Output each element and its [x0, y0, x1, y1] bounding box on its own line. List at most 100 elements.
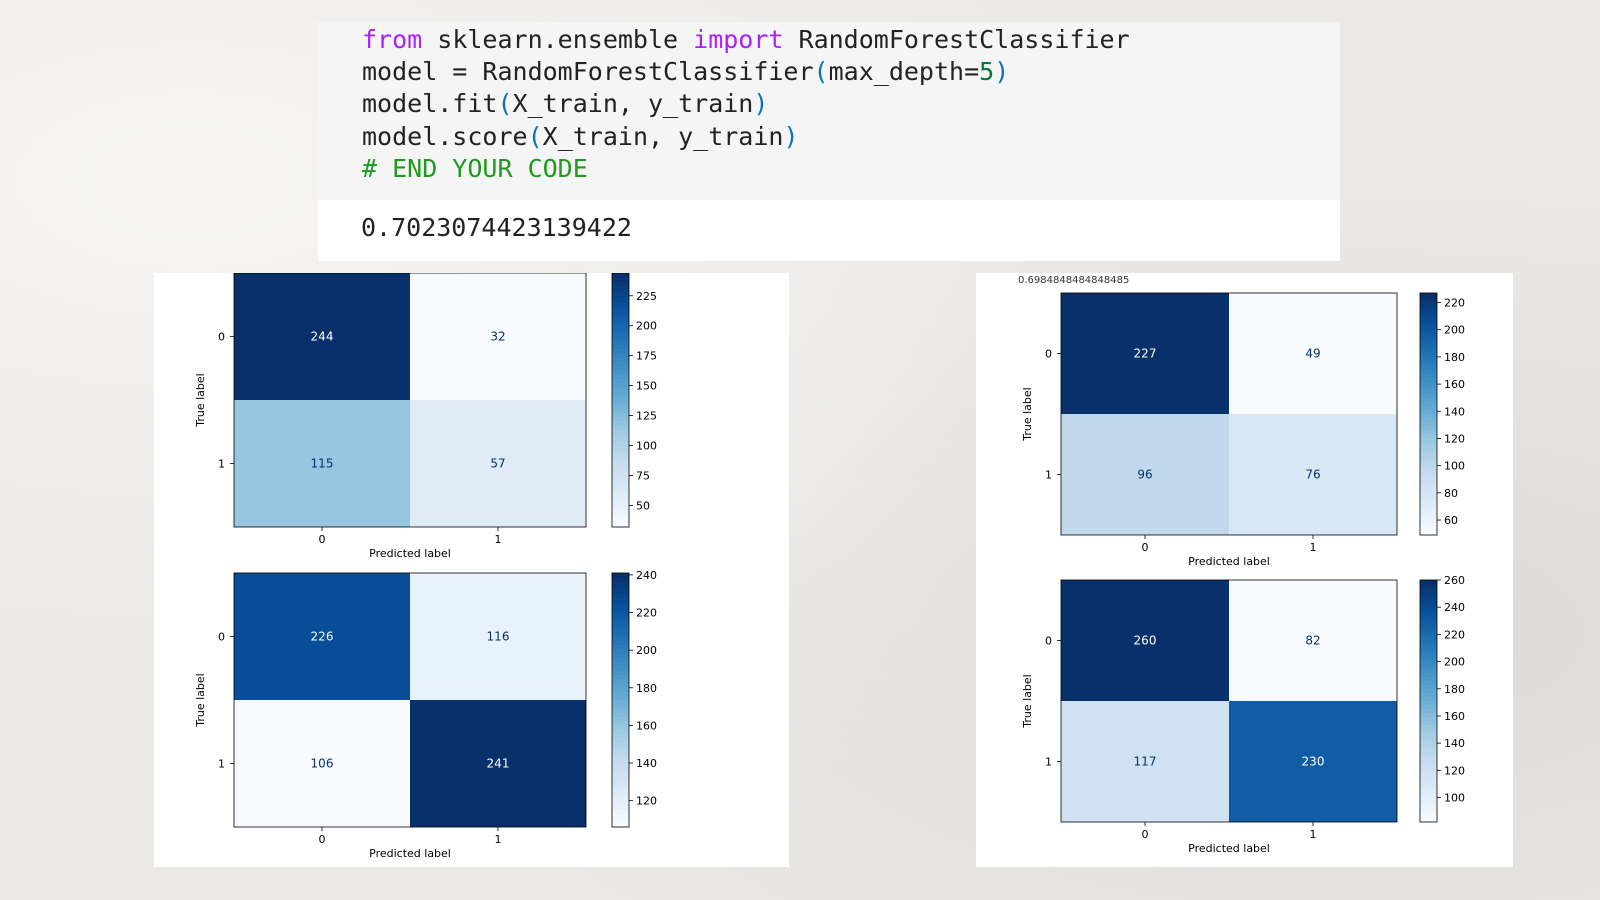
colorbar-segment [612, 480, 629, 486]
colorbar-segment [612, 285, 629, 291]
colorbar-segment [1420, 309, 1437, 314]
confusion-matrix-1: 244 32 115 57 0 1 0 1 Predicted label True label 5… [194, 273, 657, 560]
colorbar-segment [612, 738, 629, 743]
colorbar-segment [1420, 458, 1437, 463]
x-axis-label: Predicted label [369, 547, 451, 560]
colorbar-segment [1420, 482, 1437, 488]
colorbar-tick-label: 140 [1444, 405, 1465, 418]
colorbar-segment [1420, 737, 1437, 742]
colorbar-segment [1420, 442, 1437, 447]
colorbar-segment [612, 361, 629, 367]
colorbar-frame [611, 572, 630, 828]
colorbar-segment [612, 344, 629, 350]
colorbar-segment [1420, 373, 1437, 379]
colorbar-segment [612, 814, 629, 820]
colorbar-segment [612, 733, 629, 739]
colorbar-segment [1420, 526, 1437, 532]
colorbar-segment [1420, 325, 1437, 330]
y-tick-label: 0 [218, 631, 225, 644]
colorbar-segment [612, 661, 629, 667]
code-token: sklearn.ensemble [422, 25, 694, 54]
colorbar-tick-label: 50 [636, 499, 650, 512]
matrix-cell [410, 400, 586, 527]
code-token: model.score [362, 121, 528, 151]
colorbar-tick-label: 120 [636, 795, 657, 808]
colorbar-segment [612, 518, 629, 524]
colorbar-segment [612, 522, 629, 528]
y-tick-label: 0 [1045, 348, 1052, 361]
colorbar-segment [1420, 518, 1437, 524]
code-editor[interactable]: from sklearn.ensemble import RandomFores… [318, 22, 1340, 185]
matrix-cell [410, 573, 586, 700]
code-line[interactable]: model = RandomForestClassifier(max_depth… [362, 56, 1340, 88]
colorbar-segment [612, 721, 629, 726]
colorbar-segment [612, 755, 629, 760]
colorbar-segment [612, 501, 629, 507]
matrix-cell [234, 700, 410, 827]
colorbar-segment [1420, 389, 1437, 395]
colorbar-segment [1420, 688, 1437, 694]
x-tick-label: 0 [319, 833, 326, 846]
colorbar-segment [1420, 773, 1437, 779]
matrix-cell [1229, 580, 1397, 701]
colorbar-segment [612, 822, 629, 828]
colorbar-segment [1420, 608, 1437, 613]
colorbar-segment [612, 391, 629, 397]
colorbar-segment [612, 767, 629, 773]
colorbar-segment [1420, 769, 1437, 775]
colorbar-segment [1420, 765, 1437, 771]
cell-value: 230 [1302, 755, 1325, 769]
code-token: ) [753, 89, 769, 119]
colorbar-segment [612, 374, 629, 380]
colorbar-segment [1420, 632, 1437, 638]
colorbar-segment [612, 471, 629, 477]
colorbar-segment [1420, 353, 1437, 359]
colorbar-segment [1420, 596, 1437, 601]
code-line[interactable]: model.score(X_train, y_train) [362, 121, 1340, 153]
colorbar-segment [612, 497, 629, 503]
colorbar-segment [612, 691, 629, 697]
colorbar-segment [612, 395, 629, 401]
colorbar-segment [1420, 381, 1437, 387]
code-token: ) [783, 121, 799, 151]
x-tick-label: 1 [1310, 828, 1317, 841]
colorbar-segment [612, 636, 629, 642]
y-tick-label: 1 [218, 458, 225, 471]
code-line[interactable]: # END YOUR CODE [362, 153, 1340, 185]
colorbar-tick-label: 60 [1444, 514, 1458, 527]
colorbar-segment [612, 336, 629, 342]
colorbar-segment [612, 366, 629, 371]
colorbar-tick-label: 260 [1444, 574, 1465, 587]
colorbar-segment [612, 488, 629, 494]
colorbar-segment [612, 666, 629, 671]
colorbar-segment [1420, 676, 1437, 682]
colorbar-segment [1420, 414, 1437, 419]
code-token: model = RandomForestClassifier [362, 57, 814, 87]
cell-value: 117 [1134, 755, 1157, 769]
score-output-text: 0.6984848484848485 [1018, 275, 1130, 286]
colorbar-segment [612, 438, 629, 443]
code-token: ) [994, 57, 1010, 87]
colorbar-segment [1420, 721, 1437, 726]
colorbar-segment [612, 759, 629, 765]
colorbar-segment [1420, 785, 1437, 791]
colorbar-segment [612, 404, 629, 410]
colorbar-segment [1420, 506, 1437, 512]
code-line[interactable]: from sklearn.ensemble import RandomFores… [362, 24, 1340, 56]
code-cell[interactable]: from sklearn.ensemble import RandomFores… [318, 22, 1340, 200]
colorbar-segment [1420, 293, 1437, 298]
colorbar-segment [612, 493, 629, 498]
confusion-matrix-4: 260 82 117 230 0 1 0 1 Predicted label True label… [1021, 574, 1465, 855]
colorbar-segment [1420, 809, 1437, 815]
colorbar-tick-label: 140 [1444, 737, 1465, 750]
colorbar-segment [1420, 745, 1437, 750]
plot-frame [1060, 292, 1398, 536]
colorbar-segment [612, 416, 629, 422]
code-line[interactable]: model.fit(X_train, y_train) [362, 88, 1340, 120]
colorbar-frame [1419, 579, 1438, 823]
colorbar-tick-label: 80 [1444, 487, 1458, 500]
colorbar-tick-label: 150 [636, 380, 657, 393]
colorbar-segment [1420, 333, 1437, 338]
confusion-matrix-2: 226 116 106 241 0 1 0 1 Predicted label True labe… [194, 569, 657, 860]
colorbar-segment [1420, 317, 1437, 322]
